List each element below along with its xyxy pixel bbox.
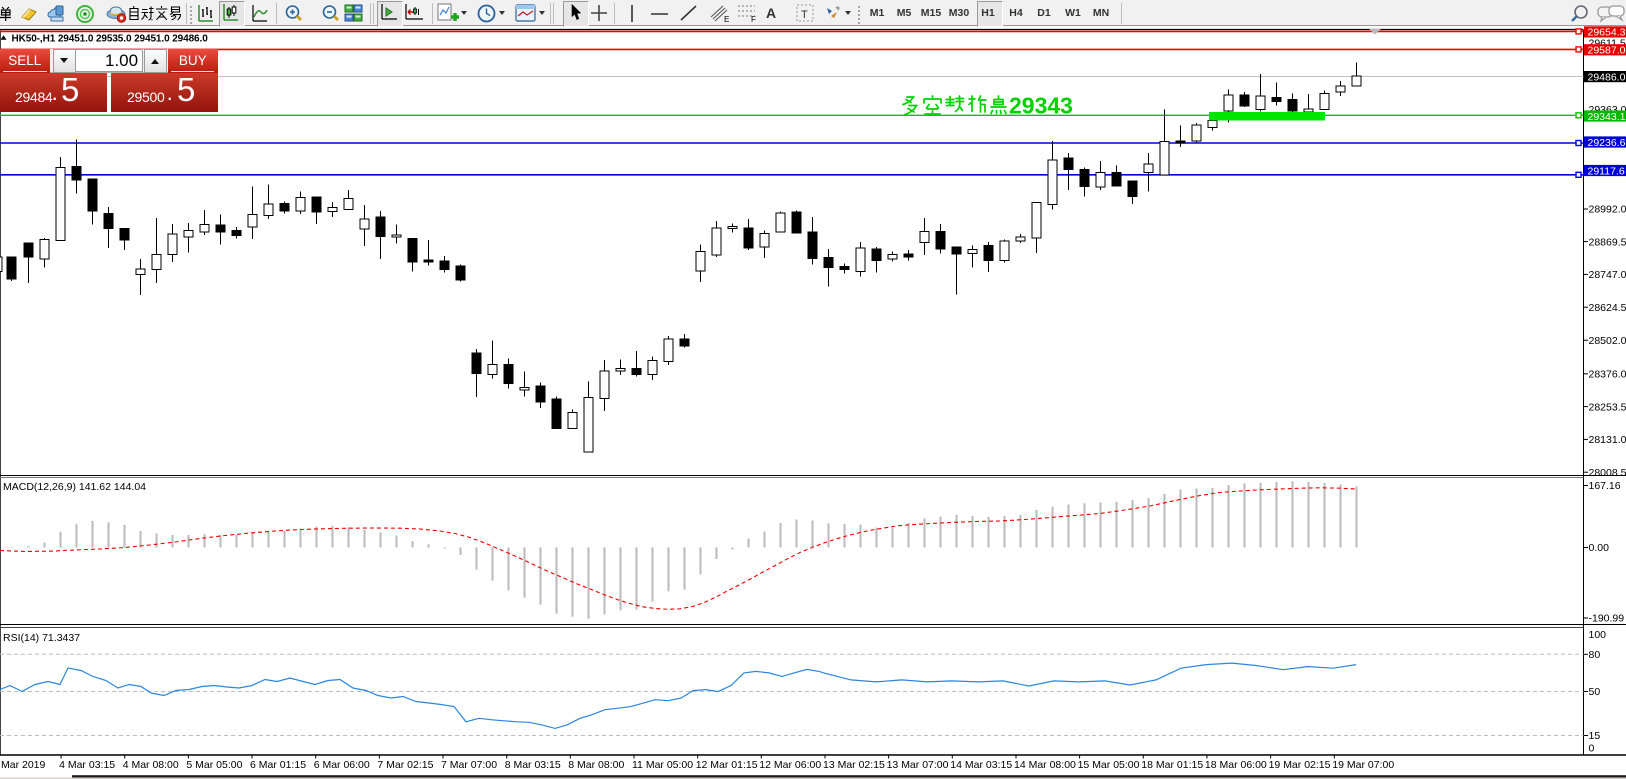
svg-text:7 Mar 07:00: 7 Mar 07:00 [441, 759, 497, 771]
svg-text:28131.0: 28131.0 [1589, 434, 1626, 446]
svg-text:6 Mar 01:15: 6 Mar 01:15 [250, 759, 306, 771]
svg-text:29654.3: 29654.3 [1588, 27, 1626, 39]
svg-text:29236.6: 29236.6 [1588, 137, 1626, 149]
svg-text:4 Mar 08:00: 4 Mar 08:00 [123, 759, 179, 771]
svg-text:29587.0: 29587.0 [1588, 45, 1626, 57]
svg-text:80: 80 [1589, 649, 1601, 661]
svg-text:12 Mar 01:15: 12 Mar 01:15 [696, 759, 758, 771]
svg-text:6 Mar 06:00: 6 Mar 06:00 [314, 759, 370, 771]
svg-text:E: E [724, 15, 729, 24]
svg-text:13 Mar 07:00: 13 Mar 07:00 [887, 759, 949, 771]
svg-text:28624.5: 28624.5 [1589, 302, 1626, 314]
svg-text:14 Mar 03:15: 14 Mar 03:15 [950, 759, 1012, 771]
svg-text:28376.0: 28376.0 [1589, 369, 1626, 381]
svg-text:18 Mar 01:15: 18 Mar 01:15 [1141, 759, 1203, 771]
svg-text:28747.0: 28747.0 [1589, 269, 1626, 281]
svg-text:11 Mar 05:00: 11 Mar 05:00 [632, 759, 693, 771]
svg-text:8 Mar 08:00: 8 Mar 08:00 [568, 759, 624, 771]
svg-text:28253.5: 28253.5 [1589, 401, 1626, 413]
svg-text:5 Mar 05:00: 5 Mar 05:00 [186, 759, 242, 771]
svg-text:7 Mar 02:15: 7 Mar 02:15 [377, 759, 433, 771]
svg-text:19 Mar 02:15: 19 Mar 02:15 [1269, 759, 1331, 771]
svg-text:18 Mar 06:00: 18 Mar 06:00 [1205, 759, 1267, 771]
svg-text:4 Mar 03:15: 4 Mar 03:15 [59, 759, 115, 771]
svg-text:28502.0: 28502.0 [1589, 335, 1626, 347]
svg-text:28992.0: 28992.0 [1589, 204, 1626, 216]
svg-text:MACD(12,26,9) 141.62 144.04: MACD(12,26,9) 141.62 144.04 [3, 481, 146, 493]
svg-text:0: 0 [1589, 742, 1595, 754]
svg-text:28869.5: 28869.5 [1589, 236, 1626, 248]
svg-text:167.16: 167.16 [1589, 480, 1621, 492]
svg-text:13 Mar 02:15: 13 Mar 02:15 [823, 759, 885, 771]
svg-text:14 Mar 08:00: 14 Mar 08:00 [1014, 759, 1076, 771]
svg-text:HK50-,H1 29451.0 29535.0 2945: HK50-,H1 29451.0 29535.0 29451.0 29486.0 [12, 34, 209, 45]
svg-text:15: 15 [1589, 730, 1601, 742]
svg-text:8 Mar 03:15: 8 Mar 03:15 [505, 759, 561, 771]
svg-text:RSI(14) 71.3437: RSI(14) 71.3437 [3, 632, 80, 644]
svg-text:T: T [801, 9, 808, 21]
svg-text:29117.6: 29117.6 [1588, 165, 1625, 177]
svg-text:29343.1: 29343.1 [1588, 111, 1626, 123]
svg-text:12 Mar 06:00: 12 Mar 06:00 [759, 759, 821, 771]
svg-text:-190.99: -190.99 [1589, 613, 1625, 625]
svg-text:100: 100 [1589, 629, 1607, 641]
svg-text:15 Mar 05:00: 15 Mar 05:00 [1078, 759, 1140, 771]
svg-text:F: F [751, 15, 756, 24]
svg-text:29343: 29343 [1009, 93, 1073, 119]
svg-text:29486.0: 29486.0 [1588, 71, 1626, 83]
svg-text:Mar 2019: Mar 2019 [1, 759, 46, 771]
svg-text:19 Mar 07:00: 19 Mar 07:00 [1332, 759, 1394, 771]
svg-text:28008.5: 28008.5 [1589, 467, 1626, 479]
svg-text:0.00: 0.00 [1589, 542, 1610, 554]
svg-text:50: 50 [1589, 686, 1601, 698]
